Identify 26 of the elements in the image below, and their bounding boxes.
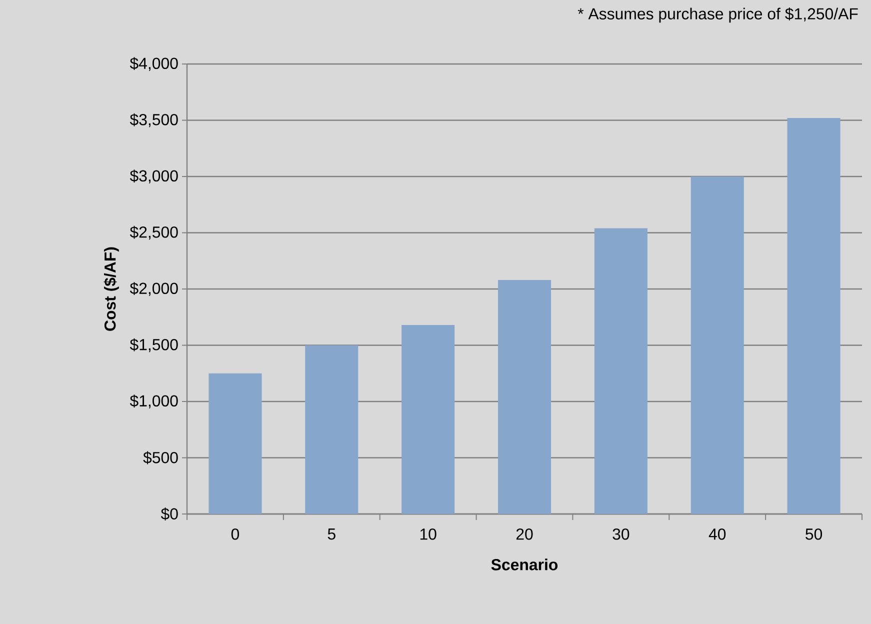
x-tick-label: 50 bbox=[806, 528, 822, 540]
y-tick-label: $3,000 bbox=[130, 170, 178, 184]
y-tick-label: $2,000 bbox=[130, 282, 178, 296]
x-tick-label: 30 bbox=[612, 528, 630, 540]
bar bbox=[402, 324, 455, 514]
x-tick-label: 0 bbox=[231, 528, 240, 540]
y-tick-label: $1,500 bbox=[130, 338, 178, 352]
bar bbox=[208, 373, 262, 514]
bar bbox=[498, 280, 552, 514]
y-tick-label: $2,500 bbox=[130, 226, 178, 240]
x-tick-label: 5 bbox=[328, 528, 336, 540]
x-tick-label: 20 bbox=[516, 528, 533, 540]
x-tick-label: 40 bbox=[708, 528, 726, 540]
y-tick-label: $0 bbox=[160, 508, 178, 520]
bar bbox=[305, 345, 358, 514]
bar bbox=[787, 118, 840, 514]
bar bbox=[594, 228, 648, 514]
y-tick-label: $1,000 bbox=[130, 394, 178, 408]
y-axis-title: Cost ($/AF) bbox=[104, 247, 119, 331]
bar bbox=[690, 176, 744, 514]
y-tick-label: $500 bbox=[143, 451, 178, 464]
x-axis-title: Scenario bbox=[491, 558, 558, 570]
x-tick-label: 10 bbox=[420, 528, 436, 540]
y-tick-label: $3,500 bbox=[130, 113, 178, 128]
text: * Assumes purchase price of $1,250/AF bbox=[578, 8, 858, 23]
y-tick-label: $4,000 bbox=[130, 57, 178, 71]
